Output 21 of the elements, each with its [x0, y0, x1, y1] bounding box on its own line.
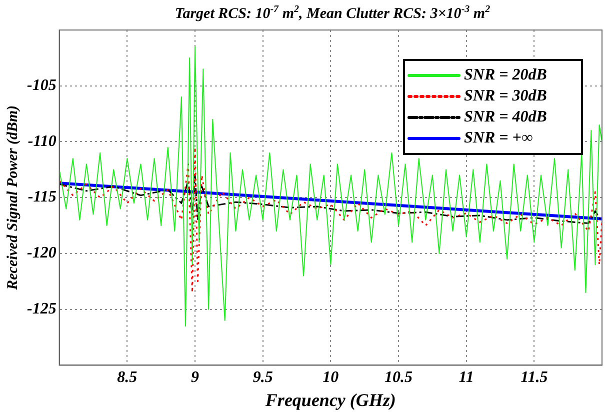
line-series [59, 174, 602, 224]
y-tick-label: -115 [28, 188, 56, 206]
x-axis-title: Frequency (GHz) [264, 390, 396, 410]
x-tick-label: 9 [190, 368, 199, 386]
y-tick-label: -105 [27, 77, 56, 94]
legend-label: SNR = +∞ [464, 130, 533, 147]
x-tick-label: 11 [458, 368, 474, 386]
legend-label: SNR = 40dB [464, 108, 548, 126]
x-tick-label: 9.5 [252, 368, 273, 386]
y-tick-label: -120 [27, 244, 56, 262]
x-tick-label: 10.5 [384, 368, 412, 386]
legend-label: SNR = 30dB [464, 88, 548, 105]
chart-title: Target RCS: 10$^{-7}$ m$^{2}$, Mean Clutter RCS: 3×10$^{-3}$ m$^{2}$ [174, 4, 492, 23]
x-tick-label: 11.5 [520, 368, 548, 386]
legend-label: SNR = 20dB [464, 66, 548, 84]
y-tick-label: -110 [28, 132, 56, 150]
x-tick-label: 10 [322, 368, 339, 386]
y-tick-label: -125 [27, 300, 56, 318]
x-tick-label: 8.5 [117, 368, 138, 386]
line-series [59, 146, 602, 294]
y-axis-title: Received Signal Power (dBm) [4, 105, 21, 291]
